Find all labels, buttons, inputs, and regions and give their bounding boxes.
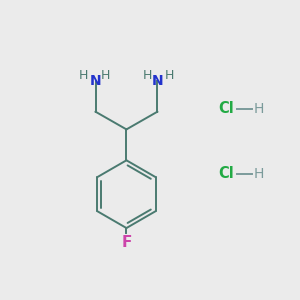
- Text: H: H: [79, 69, 88, 82]
- Text: Cl: Cl: [219, 101, 234, 116]
- Text: H: H: [254, 167, 264, 181]
- Text: N: N: [152, 74, 163, 88]
- Text: H: H: [142, 69, 152, 82]
- Text: N: N: [90, 74, 101, 88]
- Text: H: H: [165, 69, 174, 82]
- Text: H: H: [101, 69, 110, 82]
- Text: H: H: [254, 102, 264, 116]
- Text: Cl: Cl: [219, 166, 234, 181]
- Text: F: F: [121, 235, 132, 250]
